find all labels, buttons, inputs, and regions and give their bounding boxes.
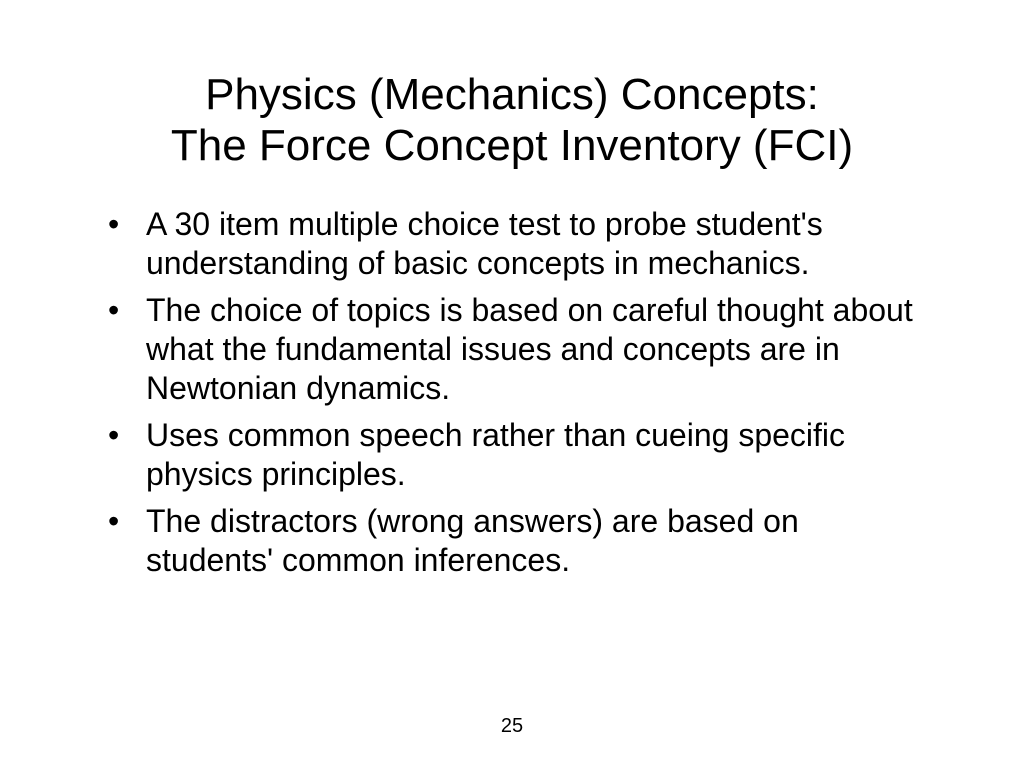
list-item: Uses common speech rather than cueing sp…: [90, 416, 934, 494]
slide: Physics (Mechanics) Concepts: The Force …: [0, 0, 1024, 768]
list-item: The distractors (wrong answers) are base…: [90, 502, 934, 580]
list-item: A 30 item multiple choice test to probe …: [90, 205, 934, 283]
title-line-1: Physics (Mechanics) Concepts:: [205, 70, 819, 119]
list-item: The choice of topics is based on careful…: [90, 291, 934, 408]
title-line-2: The Force Concept Inventory (FCI): [171, 121, 853, 170]
bullet-list: A 30 item multiple choice test to probe …: [90, 205, 934, 580]
slide-title: Physics (Mechanics) Concepts: The Force …: [90, 70, 934, 171]
page-number: 25: [0, 715, 1024, 738]
